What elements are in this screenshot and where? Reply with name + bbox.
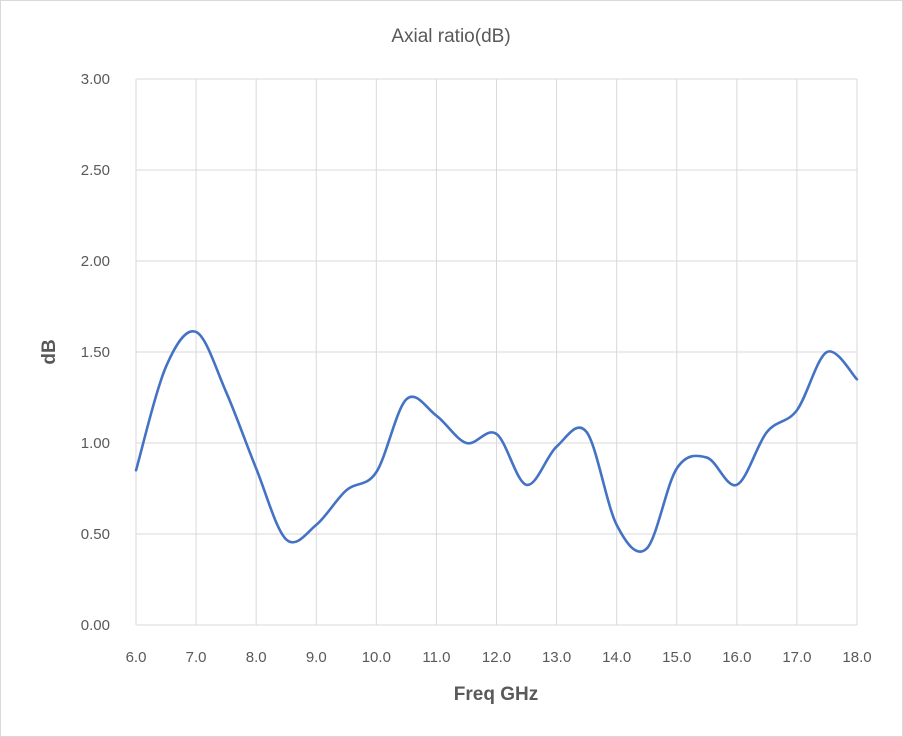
y-tick-label: 2.00 (81, 253, 110, 270)
y-tick-labels: 0.00 0.50 1.00 1.50 2.00 2.50 3.00 (81, 71, 110, 634)
data-point (404, 397, 408, 401)
x-tick-label: 15.0 (662, 649, 691, 666)
y-tick-label: 1.00 (81, 435, 110, 452)
x-tick-label: 12.0 (482, 649, 511, 666)
series-group (134, 330, 859, 553)
x-tick-label: 13.0 (542, 649, 571, 666)
x-tick-label: 9.0 (306, 649, 327, 666)
y-tick-label: 3.00 (81, 71, 110, 88)
y-tick-label: 1.50 (81, 344, 110, 361)
data-point (464, 441, 468, 445)
data-point (825, 350, 829, 354)
chart-title: Axial ratio(dB) (391, 26, 510, 47)
data-point (705, 456, 709, 460)
x-tick-label: 17.0 (782, 649, 811, 666)
y-axis-title: dB (39, 339, 60, 364)
x-tick-label: 8.0 (246, 649, 267, 666)
x-tick-label: 11.0 (422, 649, 450, 666)
data-point (525, 483, 529, 487)
x-tick-label: 16.0 (722, 649, 751, 666)
data-point (194, 330, 198, 334)
data-point (254, 466, 258, 470)
data-point (495, 432, 499, 436)
data-point (585, 430, 589, 434)
data-point (765, 430, 769, 434)
x-tick-labels: 6.0 7.0 8.0 9.0 10.0 11.0 12.0 13.0 14.0 15.0 16.0… (126, 649, 872, 666)
data-point (645, 547, 649, 551)
data-point (344, 488, 348, 492)
data-point (615, 523, 619, 527)
grid (135, 78, 858, 626)
x-tick-label: 14.0 (602, 649, 631, 666)
x-tick-label: 6.0 (126, 649, 147, 666)
x-axis-title: Freq GHz (454, 684, 538, 705)
data-point (434, 414, 438, 418)
data-point (855, 377, 859, 381)
data-point (735, 483, 739, 487)
y-tick-label: 0.00 (81, 617, 110, 634)
y-tick-label: 2.50 (81, 162, 110, 179)
data-point (284, 537, 288, 541)
series-line (134, 330, 859, 553)
y-tick-label: 0.50 (81, 526, 110, 543)
x-tick-label: 10.0 (362, 649, 391, 666)
data-point (134, 468, 138, 472)
data-point (164, 365, 168, 369)
data-point (374, 470, 378, 474)
data-point (675, 466, 679, 470)
data-point (555, 445, 559, 449)
x-tick-label: 7.0 (186, 649, 207, 666)
data-point (224, 390, 228, 394)
data-point (314, 523, 318, 527)
x-tick-label: 18.0 (842, 649, 871, 666)
data-point (795, 408, 799, 412)
